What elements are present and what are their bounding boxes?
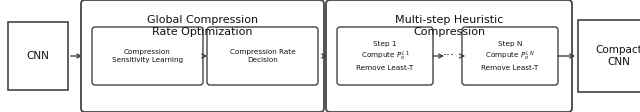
Text: Step 1
Compute $P_o^{l,1}$
Remove Least-T: Step 1 Compute $P_o^{l,1}$ Remove Least-… (356, 41, 413, 71)
FancyBboxPatch shape (8, 22, 68, 90)
Text: Compression Rate
Decision: Compression Rate Decision (230, 49, 295, 63)
FancyBboxPatch shape (81, 0, 324, 112)
Text: Compression
Sensitivity Learning: Compression Sensitivity Learning (112, 49, 183, 63)
Text: Global Compression
Rate Optimization: Global Compression Rate Optimization (147, 15, 258, 37)
Text: Multi-step Heuristic
Compression: Multi-step Heuristic Compression (395, 15, 503, 37)
FancyBboxPatch shape (337, 27, 433, 85)
FancyBboxPatch shape (92, 27, 203, 85)
Text: Compact
CNN: Compact CNN (596, 45, 640, 67)
FancyBboxPatch shape (326, 0, 572, 112)
FancyBboxPatch shape (462, 27, 558, 85)
Text: ···: ··· (443, 50, 455, 62)
FancyBboxPatch shape (207, 27, 318, 85)
Text: Step N
Compute $P_o^{l,N}$
Remove Least-T: Step N Compute $P_o^{l,N}$ Remove Least-… (481, 41, 539, 71)
FancyBboxPatch shape (578, 20, 640, 92)
Text: CNN: CNN (27, 51, 49, 61)
